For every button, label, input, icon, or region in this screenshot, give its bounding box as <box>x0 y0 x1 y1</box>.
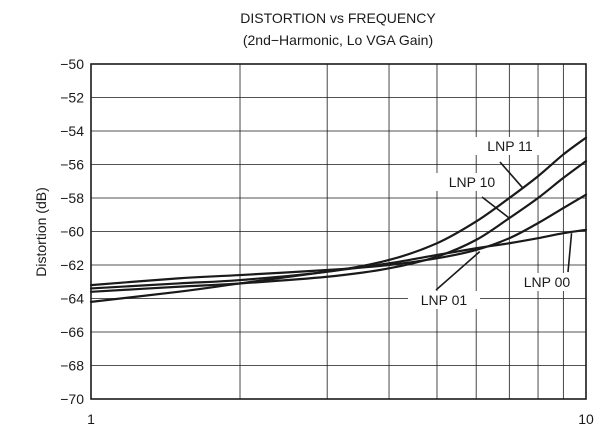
axis-ticks: −70 −68 −66 −64 −62 −60 −58 −56 −54 −52 −50 1 10 <box>60 56 594 427</box>
y-tick-label: −50 <box>60 56 84 72</box>
annotation-leader-lnp-11 <box>499 161 524 189</box>
y-tick-label: −54 <box>60 123 84 139</box>
y-tick-label: −56 <box>60 157 84 173</box>
annotation-leader-lnp-01 <box>435 250 481 291</box>
x-tick-label: 10 <box>578 411 594 427</box>
annotation-label-lnp-01: LNP 01 <box>421 292 468 308</box>
series-line-lnp-11 <box>89 136 588 290</box>
series-line-lnp-01 <box>89 193 588 287</box>
annotation-label-lnp-11: LNP 11 <box>487 138 533 154</box>
plot-frame <box>90 63 587 400</box>
y-tick-label: −70 <box>60 391 84 407</box>
series-line-lnp-00 <box>89 228 588 303</box>
y-tick-label: −58 <box>60 190 84 206</box>
grid <box>91 63 586 400</box>
y-axis-label: Distortion (dB) <box>33 187 49 276</box>
annotation-label-bg <box>474 137 546 155</box>
y-tick-label: −64 <box>60 291 84 307</box>
y-tick-label: −62 <box>60 257 84 273</box>
y-tick-label: −66 <box>60 324 84 340</box>
annotation-leader-lnp-10 <box>481 196 510 219</box>
annotations: LNP 11 LNP 10 LNP 01 LNP 00 <box>408 137 583 309</box>
annotation-label-lnp-10: LNP 10 <box>449 174 496 190</box>
y-tick-label: −68 <box>60 358 84 374</box>
chart-title: DISTORTION vs FREQUENCY <box>240 10 436 26</box>
x-tick-label: 1 <box>87 411 95 427</box>
annotation-label-lnp-00: LNP 00 <box>524 274 571 290</box>
annotation-label-bg <box>408 291 480 309</box>
annotation-leader-lnp-00 <box>567 233 573 273</box>
chart-subtitle: (2nd−Harmonic, Lo VGA Gain) <box>243 32 433 48</box>
series-lines <box>89 136 588 303</box>
annotation-label-bg <box>511 273 583 291</box>
series-line-lnp-10 <box>89 160 588 293</box>
y-tick-label: −52 <box>60 90 84 106</box>
y-tick-label: −60 <box>60 224 84 240</box>
annotation-label-bg <box>436 173 508 191</box>
